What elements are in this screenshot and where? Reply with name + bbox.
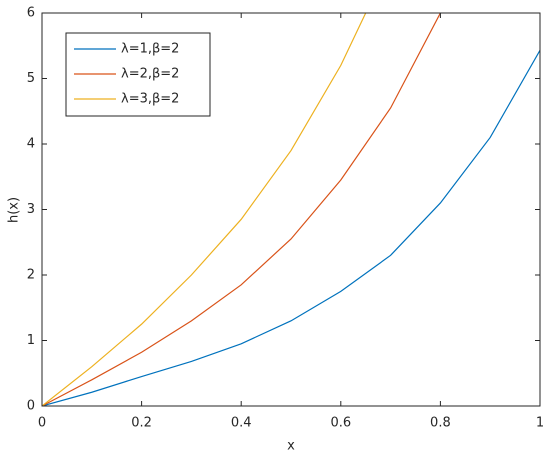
legend-label: λ=3,β=2 [121,92,179,107]
y-tick-label: 5 [27,71,35,86]
y-tick-label: 6 [27,6,35,21]
y-tick-label: 1 [27,333,35,348]
x-tick-label: 0.2 [131,416,152,431]
line-series [42,13,442,406]
x-tick-label: 0.4 [231,416,252,431]
y-tick-label: 2 [27,268,35,283]
y-tick-label: 0 [27,399,35,414]
y-tick-label: 4 [27,137,35,152]
x-tick-label: 0 [38,416,46,431]
x-tick-label: 0.6 [330,416,351,431]
legend-label: λ=1,β=2 [121,42,179,57]
y-axis-label: h(x) [7,197,22,223]
x-tick-label: 1 [536,416,544,431]
y-tick-label: 3 [27,202,35,217]
plot-lines [42,13,540,406]
line-series [42,50,540,406]
x-tick-label: 0.8 [430,416,451,431]
x-axis-label: x [287,439,295,454]
line-series [42,13,367,406]
legend-label: λ=2,β=2 [121,67,179,82]
